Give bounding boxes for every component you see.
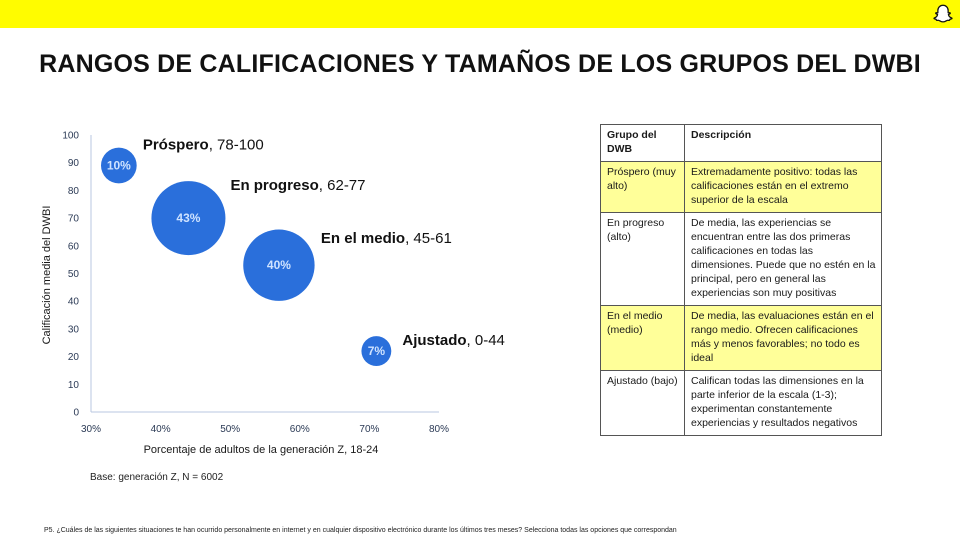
table-header-row: Grupo del DWB Descripción [600,124,882,162]
group-label: En el medio, 45-61 [321,230,452,247]
bubble-chart: 0 10 20 30 40 50 60 70 80 90 100 30% 40% 50% 60% 70% 80… [41,131,505,457]
bubble [100,147,137,184]
row-description: Califican todas las dimensiones en la pa… [684,370,882,436]
row-description: De media, las evaluaciones están en el r… [684,305,882,371]
y-axis-title: Calificación media del DWBI [41,206,53,345]
group-description-table: Grupo del DWB Descripción Próspero (muy … [600,124,882,436]
x-axis-title: Porcentaje de adultos de la generación Z… [144,444,379,456]
x-axis-ticks: 30% 40% 50% 60% 70% 80% [81,424,449,435]
table-row: Próspero (muy alto) Extremadamente posit… [600,161,882,213]
group-label: Próspero, 78-100 [143,136,264,153]
group-label-name: En progreso [230,177,318,194]
y-tick-label: 30 [68,324,80,335]
page-title: RANGOS DE CALIFICACIONES Y TAMAÑOS DE LO… [39,50,921,78]
y-tick-label: 0 [73,408,79,419]
row-description: Extremadamente positivo: todas las calif… [684,161,882,213]
header-group: Grupo del DWB [600,124,685,162]
group-label: Ajustado, 0-44 [402,332,505,349]
footnote: P5. ¿Cuáles de las siguientes situacione… [44,527,677,534]
bubble-value-label: 10% [107,158,131,172]
group-label-name: Próspero [143,136,209,153]
y-axis-ticks: 0 10 20 30 40 50 60 70 80 90 100 [62,131,79,419]
x-tick-label: 60% [290,424,310,435]
y-tick-label: 90 [68,158,80,169]
row-group: En progreso (alto) [600,212,685,306]
table-row: En progreso (alto) De media, las experie… [600,212,882,306]
group-label-range: , 62-77 [319,177,366,194]
bubble [361,336,392,366]
bubble-value-label: 7% [368,344,386,358]
group-label-range: , 78-100 [209,136,264,153]
base-note: Base: generación Z, N = 6002 [90,472,224,483]
group-label: En progreso, 62-77 [230,177,365,194]
y-tick-label: 70 [68,214,80,225]
group-label-name: Ajustado [402,332,466,349]
y-tick-label: 50 [68,269,80,280]
top-brand-bar [0,0,960,28]
y-tick-label: 20 [68,352,80,363]
table-row: Ajustado (bajo) Califican todas las dime… [600,370,882,436]
header-description: Descripción [684,124,882,162]
y-tick-label: 100 [62,131,79,142]
x-tick-label: 40% [151,424,171,435]
group-labels: Próspero, 78-100 En progreso, 62-77 En el … [143,136,505,349]
bubbles: 10% 43% 40% 7% [100,147,392,366]
y-tick-label: 40 [68,297,80,308]
x-tick-label: 70% [359,424,379,435]
x-tick-label: 50% [220,424,240,435]
bubble-value-label: 43% [176,211,200,225]
group-label-range: , 45-61 [405,230,452,247]
x-tick-label: 80% [429,424,449,435]
group-label-range: , 0-44 [467,332,505,349]
row-description: De media, las experiencias se encuentran… [684,212,882,306]
snapchat-ghost-icon [933,4,953,23]
bubble-value-label: 40% [267,258,291,272]
bubble [151,181,226,256]
x-tick-label: 30% [81,424,101,435]
group-label-name: En el medio [321,230,405,247]
y-tick-label: 60 [68,241,80,252]
bubble [243,229,315,301]
row-group: En el medio (medio) [600,305,685,371]
table-row: En el medio (medio) De media, las evalua… [600,305,882,371]
row-group: Ajustado (bajo) [600,370,685,436]
y-tick-label: 10 [68,380,80,391]
row-group: Próspero (muy alto) [600,161,685,213]
y-tick-label: 80 [68,186,80,197]
